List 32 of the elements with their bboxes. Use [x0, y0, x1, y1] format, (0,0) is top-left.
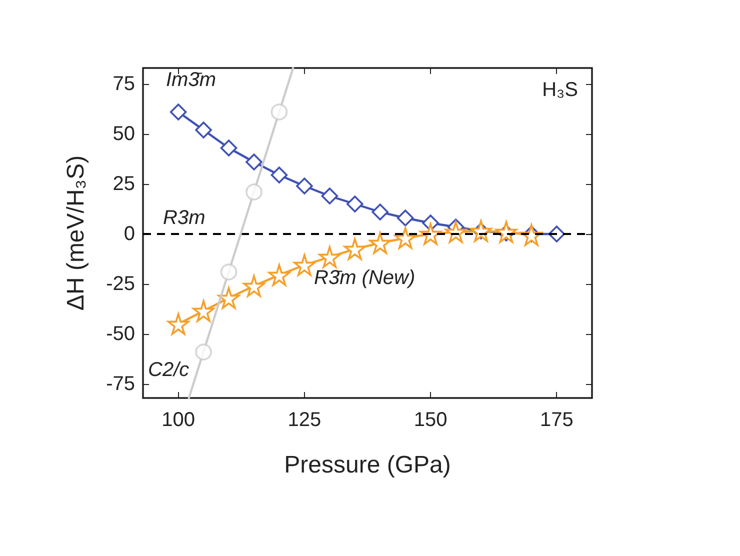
point	[396, 210, 414, 226]
y-tick-label: -25	[106, 273, 135, 295]
point	[296, 178, 313, 194]
point	[220, 264, 238, 280]
x-tick-label: 175	[540, 409, 574, 431]
y-tick-label: 0	[124, 223, 135, 245]
point	[195, 344, 212, 360]
ref-line-label: R3m	[163, 207, 206, 229]
point	[321, 188, 338, 204]
x-tick-label: 100	[162, 409, 195, 431]
x-tick-label: 125	[288, 409, 322, 431]
annotation: Im3̄m	[166, 69, 216, 91]
x-tick-label: 150	[414, 409, 448, 431]
y-tick-label: -75	[106, 373, 135, 395]
annotation: H₃S	[542, 79, 578, 101]
x-axis-title: Pressure (GPa)	[284, 452, 451, 478]
annotation: C2/c	[148, 359, 190, 381]
point	[270, 166, 288, 184]
annotation: R3̄m (New)	[314, 267, 416, 289]
point	[170, 104, 187, 120]
point	[246, 154, 262, 170]
point	[346, 196, 364, 212]
point	[246, 184, 262, 200]
point	[372, 204, 389, 220]
y-tick-label: 50	[112, 123, 135, 145]
point	[195, 122, 212, 138]
y-axis-title: ΔH (meV/H₃S)	[62, 155, 90, 311]
point	[220, 140, 238, 156]
point	[270, 104, 288, 120]
y-tick-label: 25	[112, 173, 135, 195]
y-tick-label: -50	[106, 323, 135, 345]
y-tick-label: 75	[112, 73, 135, 95]
